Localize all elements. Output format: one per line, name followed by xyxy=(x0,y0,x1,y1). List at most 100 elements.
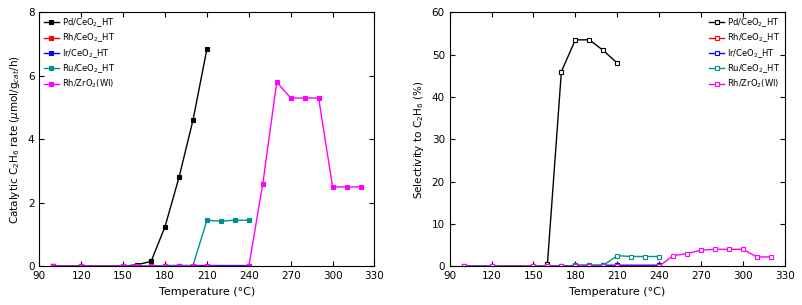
Pd/CeO$_2$_HT xyxy=(118,264,128,268)
Ru/CeO$_2$_HT xyxy=(118,264,128,268)
Pd/CeO$_2$_HT xyxy=(542,262,552,266)
Pd/CeO$_2$_HT xyxy=(202,47,212,51)
Pd/CeO$_2$_HT xyxy=(584,38,593,42)
Rh/ZrO$_2$(WI) xyxy=(146,264,156,268)
Ir/CeO$_2$_HT xyxy=(597,264,607,267)
Ir/CeO$_2$_HT xyxy=(76,264,86,268)
Ru/CeO$_2$_HT xyxy=(202,218,212,222)
Rh/ZrO$_2$(WI) xyxy=(486,264,496,268)
Rh/ZrO$_2$(WI) xyxy=(48,264,58,268)
Ir/CeO$_2$_HT xyxy=(654,264,663,267)
Rh/ZrO$_2$(WI) xyxy=(597,264,607,268)
Rh/ZrO$_2$(WI) xyxy=(202,264,212,268)
Rh/ZrO$_2$(WI) xyxy=(723,247,733,251)
Ir/CeO$_2$_HT xyxy=(188,264,197,267)
Ru/CeO$_2$_HT xyxy=(48,264,58,268)
Rh/ZrO$_2$(WI) xyxy=(118,264,128,268)
Ru/CeO$_2$_HT xyxy=(597,264,607,267)
Rh/ZrO$_2$(WI) xyxy=(667,254,677,257)
X-axis label: Temperature (°C): Temperature (°C) xyxy=(159,287,255,297)
Ru/CeO$_2$_HT xyxy=(569,264,579,267)
Rh/CeO$_2$_HT xyxy=(174,264,184,267)
Ru/CeO$_2$_HT xyxy=(486,264,496,268)
Line: Pd/CeO$_2$_HT: Pd/CeO$_2$_HT xyxy=(545,38,619,267)
Pd/CeO$_2$_HT xyxy=(76,264,86,268)
Rh/ZrO$_2$(WI) xyxy=(132,264,142,268)
Pd/CeO$_2$_HT xyxy=(597,48,607,52)
Rh/ZrO$_2$(WI) xyxy=(737,247,747,251)
Rh/CeO$_2$_HT xyxy=(584,264,593,267)
Rh/CeO$_2$_HT xyxy=(160,264,170,267)
Rh/CeO$_2$_HT xyxy=(118,264,128,268)
Ir/CeO$_2$_HT xyxy=(160,264,170,267)
Ru/CeO$_2$_HT xyxy=(216,219,225,223)
Y-axis label: Selectivity to C$_2$H$_6$ (%): Selectivity to C$_2$H$_6$ (%) xyxy=(411,80,426,199)
Rh/CeO$_2$_HT xyxy=(458,264,468,268)
Ru/CeO$_2$_HT xyxy=(584,264,593,267)
Rh/ZrO$_2$(WI) xyxy=(458,264,468,268)
Ru/CeO$_2$_HT xyxy=(528,264,537,268)
Line: Rh/ZrO$_2$(WI): Rh/ZrO$_2$(WI) xyxy=(460,247,772,269)
Rh/CeO$_2$_HT xyxy=(542,264,552,268)
Rh/ZrO$_2$(WI) xyxy=(528,264,537,268)
Ir/CeO$_2$_HT xyxy=(556,264,565,268)
Rh/CeO$_2$_HT xyxy=(188,264,197,267)
Ir/CeO$_2$_HT xyxy=(612,264,622,267)
Legend: Pd/CeO$_2$_HT, Rh/CeO$_2$_HT, Ir/CeO$_2$_HT, Ru/CeO$_2$_HT, Rh/ZrO$_2$(WI): Pd/CeO$_2$_HT, Rh/CeO$_2$_HT, Ir/CeO$_2$… xyxy=(42,15,116,92)
Rh/ZrO$_2$(WI) xyxy=(751,255,761,259)
Ru/CeO$_2$_HT xyxy=(188,264,197,267)
Ru/CeO$_2$_HT xyxy=(146,264,156,268)
Ru/CeO$_2$_HT xyxy=(458,264,468,268)
Pd/CeO$_2$_HT xyxy=(612,61,622,65)
Line: Rh/CeO$_2$_HT: Rh/CeO$_2$_HT xyxy=(51,263,251,269)
Ir/CeO$_2$_HT xyxy=(132,264,142,268)
Rh/ZrO$_2$(WI) xyxy=(314,96,323,100)
Ru/CeO$_2$_HT xyxy=(612,254,622,257)
Ir/CeO$_2$_HT xyxy=(486,264,496,268)
Pd/CeO$_2$_HT xyxy=(146,260,156,263)
Rh/ZrO$_2$(WI) xyxy=(257,182,267,185)
Rh/ZrO$_2$(WI) xyxy=(272,80,282,84)
Rh/CeO$_2$_HT xyxy=(597,264,607,267)
Rh/ZrO$_2$(WI) xyxy=(569,264,579,268)
Pd/CeO$_2$_HT xyxy=(569,38,579,42)
Ru/CeO$_2$_HT xyxy=(556,264,565,268)
Rh/CeO$_2$_HT xyxy=(556,264,565,268)
Ir/CeO$_2$_HT xyxy=(244,264,253,267)
Pd/CeO$_2$_HT xyxy=(48,264,58,268)
Pd/CeO$_2$_HT xyxy=(160,225,170,228)
Ru/CeO$_2$_HT xyxy=(639,255,649,258)
Rh/ZrO$_2$(WI) xyxy=(342,185,351,189)
Rh/ZrO$_2$(WI) xyxy=(584,264,593,268)
Rh/CeO$_2$_HT xyxy=(569,264,579,267)
Ir/CeO$_2$_HT xyxy=(569,264,579,267)
Rh/ZrO$_2$(WI) xyxy=(709,247,719,251)
Pd/CeO$_2$_HT xyxy=(132,263,142,267)
Ir/CeO$_2$_HT xyxy=(48,264,58,268)
Ru/CeO$_2$_HT xyxy=(626,255,635,258)
Rh/CeO$_2$_HT xyxy=(654,264,663,267)
Line: Rh/ZrO$_2$(WI): Rh/ZrO$_2$(WI) xyxy=(51,80,363,269)
Ru/CeO$_2$_HT xyxy=(654,255,663,258)
Rh/ZrO$_2$(WI) xyxy=(188,264,197,268)
Rh/ZrO$_2$(WI) xyxy=(174,264,184,268)
Rh/CeO$_2$_HT xyxy=(202,264,212,267)
Ru/CeO$_2$_HT xyxy=(244,218,253,222)
Ir/CeO$_2$_HT xyxy=(584,264,593,267)
Rh/CeO$_2$_HT xyxy=(528,264,537,268)
Ir/CeO$_2$_HT xyxy=(118,264,128,268)
Rh/ZrO$_2$(WI) xyxy=(327,185,337,189)
Pd/CeO$_2$_HT xyxy=(188,118,197,122)
Legend: Pd/CeO$_2$_HT, Rh/CeO$_2$_HT, Ir/CeO$_2$_HT, Ru/CeO$_2$_HT, Rh/ZrO$_2$(WI): Pd/CeO$_2$_HT, Rh/CeO$_2$_HT, Ir/CeO$_2$… xyxy=(707,15,781,92)
Ru/CeO$_2$_HT xyxy=(76,264,86,268)
Rh/CeO$_2$_HT xyxy=(486,264,496,268)
Line: Pd/CeO$_2$_HT: Pd/CeO$_2$_HT xyxy=(51,46,209,269)
Rh/ZrO$_2$(WI) xyxy=(682,252,691,255)
Ir/CeO$_2$_HT xyxy=(202,264,212,267)
Line: Ru/CeO$_2$_HT: Ru/CeO$_2$_HT xyxy=(51,218,251,269)
Ir/CeO$_2$_HT xyxy=(146,264,156,268)
Rh/ZrO$_2$(WI) xyxy=(765,255,775,259)
Ru/CeO$_2$_HT xyxy=(132,264,142,268)
Rh/CeO$_2$_HT xyxy=(76,264,86,268)
Pd/CeO$_2$_HT xyxy=(174,176,184,179)
